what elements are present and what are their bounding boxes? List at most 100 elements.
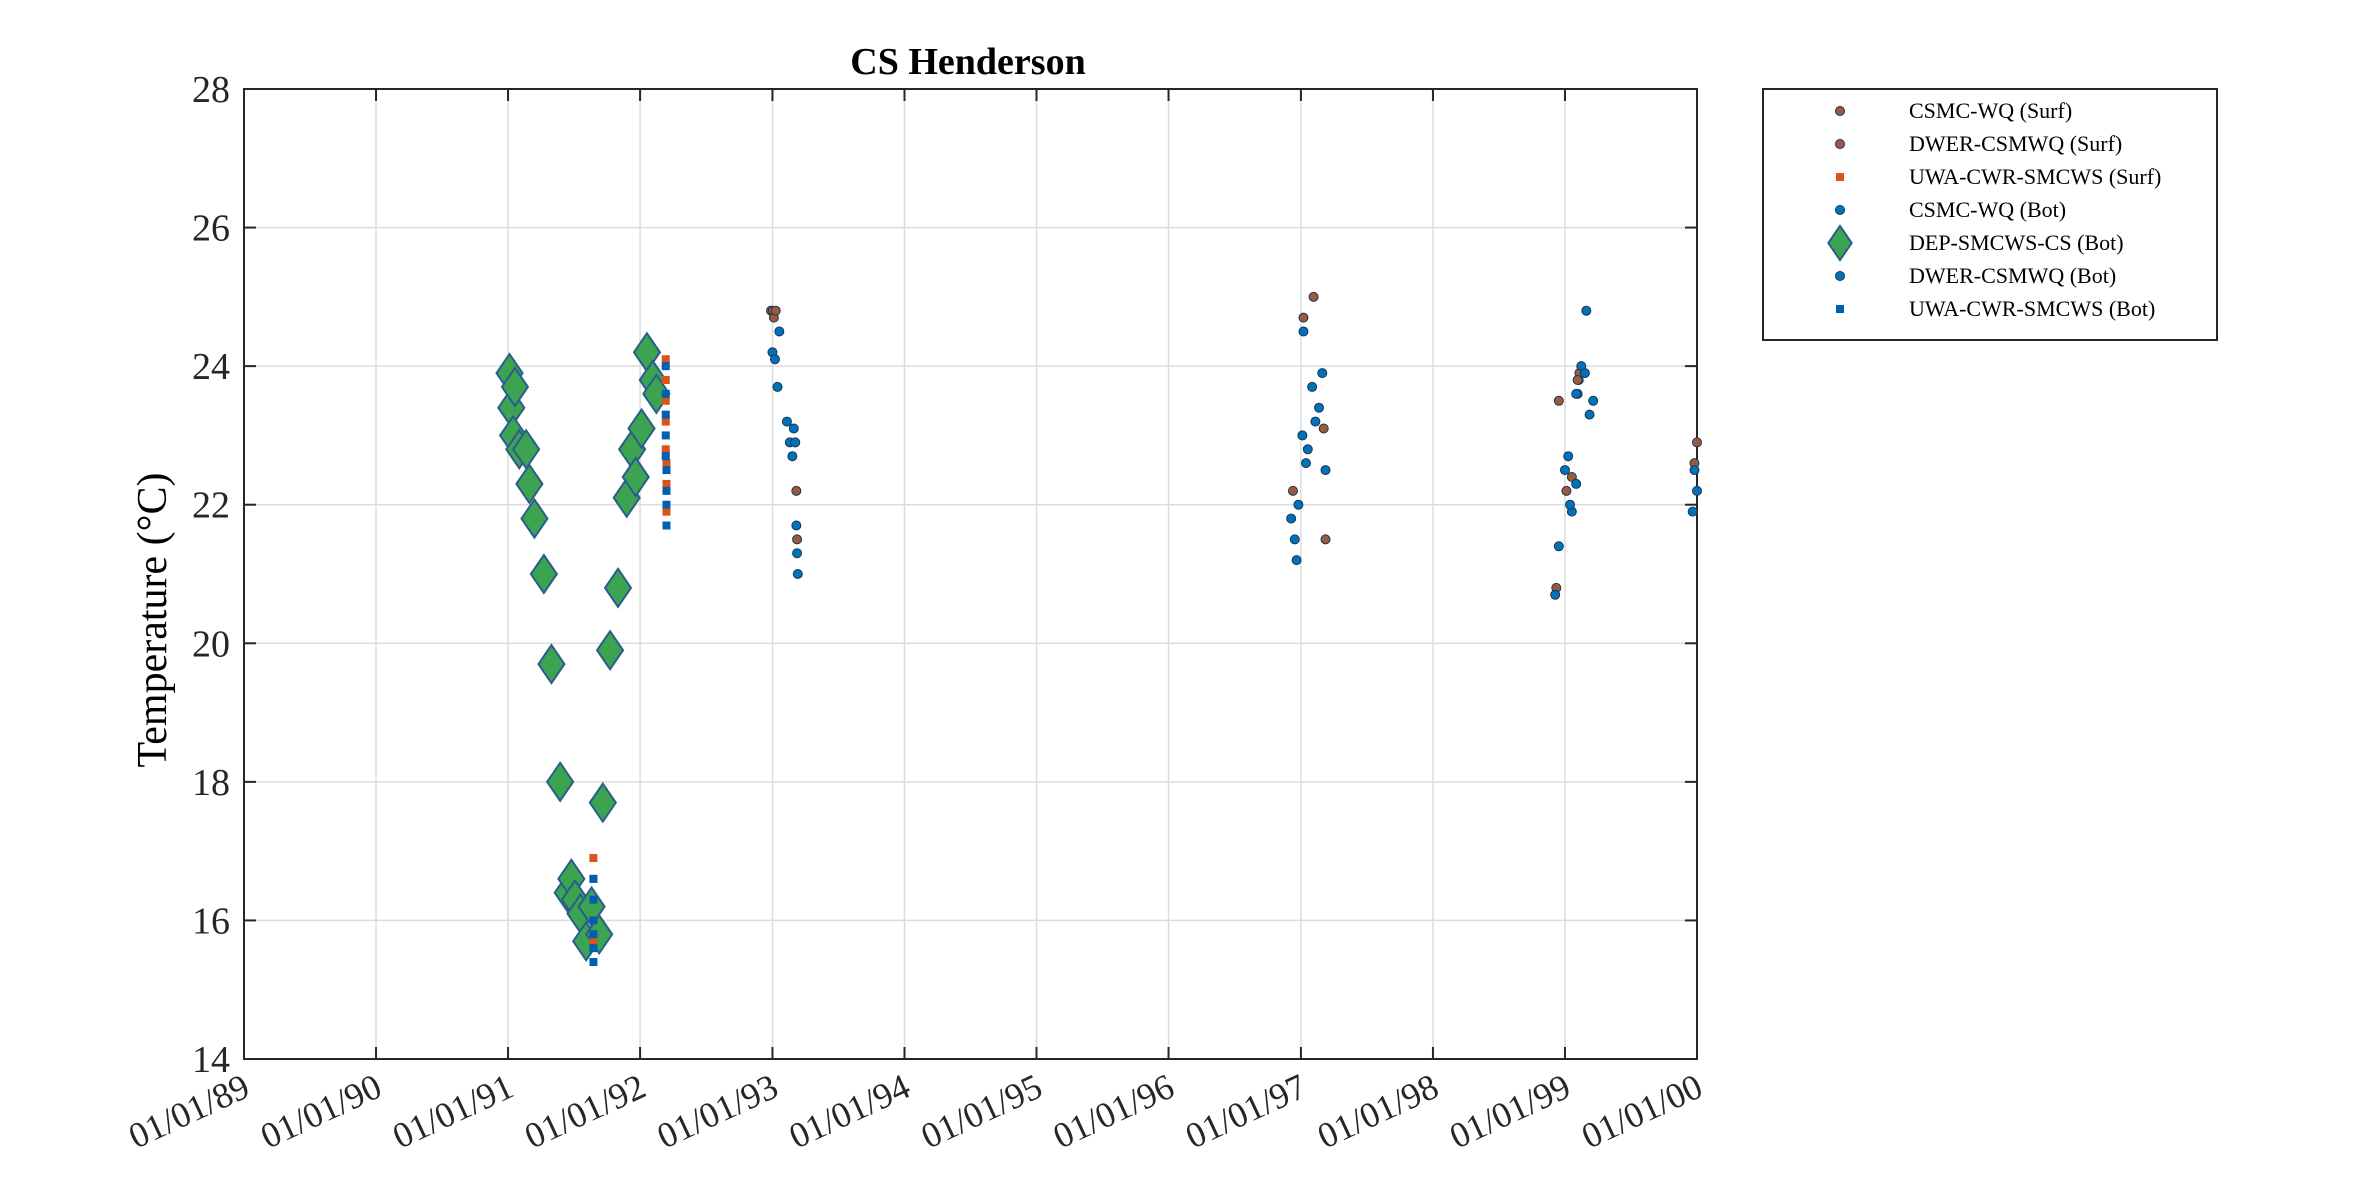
data-point bbox=[661, 355, 670, 364]
data-point bbox=[791, 520, 802, 531]
data-point bbox=[589, 916, 598, 925]
data-point bbox=[1317, 368, 1328, 379]
data-point bbox=[589, 854, 598, 863]
data-point bbox=[1320, 465, 1331, 476]
data-point bbox=[791, 485, 802, 496]
data-point bbox=[1291, 555, 1302, 566]
series-3 bbox=[767, 305, 1702, 600]
x-tick-label: 01/01/92 bbox=[519, 1066, 652, 1156]
data-point bbox=[595, 629, 625, 671]
data-point bbox=[1298, 326, 1309, 337]
legend-marker bbox=[1836, 305, 1844, 313]
data-point bbox=[1687, 506, 1698, 517]
x-tick-label: 01/01/91 bbox=[387, 1066, 520, 1156]
data-point bbox=[792, 548, 803, 559]
data-point bbox=[1581, 305, 1592, 316]
data-point bbox=[1307, 381, 1318, 392]
data-point bbox=[662, 459, 671, 468]
x-tick-label: 01/01/00 bbox=[1575, 1066, 1708, 1156]
data-point bbox=[1561, 485, 1572, 496]
legend-entry: DWER-CSMWQ (Surf) bbox=[1909, 131, 2122, 156]
legend-marker bbox=[1827, 224, 1853, 262]
series-5 bbox=[1565, 388, 1582, 510]
data-point bbox=[661, 410, 670, 419]
x-tick-label: 01/01/99 bbox=[1443, 1066, 1576, 1156]
data-point bbox=[661, 445, 670, 454]
data-point bbox=[589, 895, 598, 904]
data-point bbox=[627, 407, 656, 450]
chart-title: CS Henderson bbox=[850, 41, 1085, 83]
data-point bbox=[1300, 458, 1311, 469]
legend-marker bbox=[1835, 271, 1845, 281]
data-point bbox=[537, 643, 566, 685]
data-point bbox=[500, 366, 530, 408]
data-point bbox=[1588, 395, 1599, 406]
series-4 bbox=[495, 331, 671, 962]
y-tick-label: 26 bbox=[192, 208, 230, 250]
data-point bbox=[781, 416, 792, 427]
data-point bbox=[662, 479, 671, 488]
data-point bbox=[1314, 402, 1325, 413]
data-point bbox=[1563, 451, 1574, 462]
data-point bbox=[520, 497, 549, 540]
x-tick-label: 01/01/98 bbox=[1311, 1066, 1444, 1156]
x-tick-label: 01/01/97 bbox=[1179, 1066, 1312, 1156]
y-axis-label: Temperature (°C) bbox=[130, 473, 176, 768]
data-point bbox=[787, 451, 798, 462]
data-point bbox=[661, 389, 670, 398]
data-point bbox=[1579, 368, 1590, 379]
data-point bbox=[621, 456, 650, 498]
data-point bbox=[661, 376, 670, 384]
data-point bbox=[661, 417, 670, 426]
axes-layer: 14 16 18 20 22 24 26 28 01/01/89 01/01/90 01/01/91… bbox=[122, 69, 1708, 1156]
data-point bbox=[529, 553, 559, 595]
data-point bbox=[792, 534, 803, 545]
data-point bbox=[1293, 499, 1304, 510]
data-point bbox=[1302, 444, 1313, 455]
data-point bbox=[1308, 291, 1319, 302]
data-point bbox=[589, 930, 598, 939]
y-tick-label: 18 bbox=[192, 762, 230, 804]
data-point bbox=[661, 452, 670, 461]
data-point bbox=[1320, 534, 1331, 545]
data-point bbox=[662, 466, 671, 475]
y-tick-label: 14 bbox=[192, 1039, 230, 1081]
y-tick-label: 24 bbox=[192, 346, 230, 388]
data-point bbox=[1692, 485, 1702, 496]
data-point bbox=[589, 958, 598, 966]
data-point bbox=[588, 781, 618, 824]
y-tick-label: 16 bbox=[192, 900, 230, 942]
x-tick-label: 01/01/96 bbox=[1047, 1066, 1180, 1156]
data-point bbox=[545, 761, 575, 803]
legend-entry: DEP-SMCWS-CS (Bot) bbox=[1909, 230, 2124, 255]
data-point bbox=[1297, 430, 1308, 441]
legend-marker bbox=[1835, 205, 1845, 215]
data-point bbox=[662, 486, 671, 495]
data-point bbox=[589, 944, 598, 953]
legend-entry: CSMC-WQ (Bot) bbox=[1909, 197, 2066, 222]
data-point bbox=[792, 569, 803, 579]
data-point bbox=[1310, 416, 1321, 427]
data-point bbox=[1287, 485, 1298, 496]
data-point bbox=[1298, 312, 1309, 323]
data-point bbox=[1565, 499, 1576, 510]
data-point bbox=[774, 326, 785, 337]
data-point bbox=[1553, 395, 1564, 406]
x-tick-label: 01/01/95 bbox=[915, 1066, 1048, 1156]
data-point bbox=[589, 874, 598, 883]
data-point bbox=[1553, 541, 1564, 552]
series-1 bbox=[1566, 375, 1583, 482]
legend-entry: CSMC-WQ (Surf) bbox=[1909, 98, 2072, 123]
plot-box bbox=[243, 88, 1698, 1060]
y-tick-label: 22 bbox=[192, 485, 230, 527]
marks-layer bbox=[495, 291, 1702, 966]
data-point bbox=[603, 567, 633, 609]
series-0 bbox=[766, 291, 1702, 593]
data-point bbox=[772, 381, 783, 392]
legend-entry: DWER-CSMWQ (Bot) bbox=[1909, 263, 2116, 288]
data-point bbox=[661, 362, 670, 371]
x-tick-label: 01/01/90 bbox=[254, 1066, 387, 1156]
data-point bbox=[661, 396, 670, 405]
data-point bbox=[1692, 437, 1702, 448]
